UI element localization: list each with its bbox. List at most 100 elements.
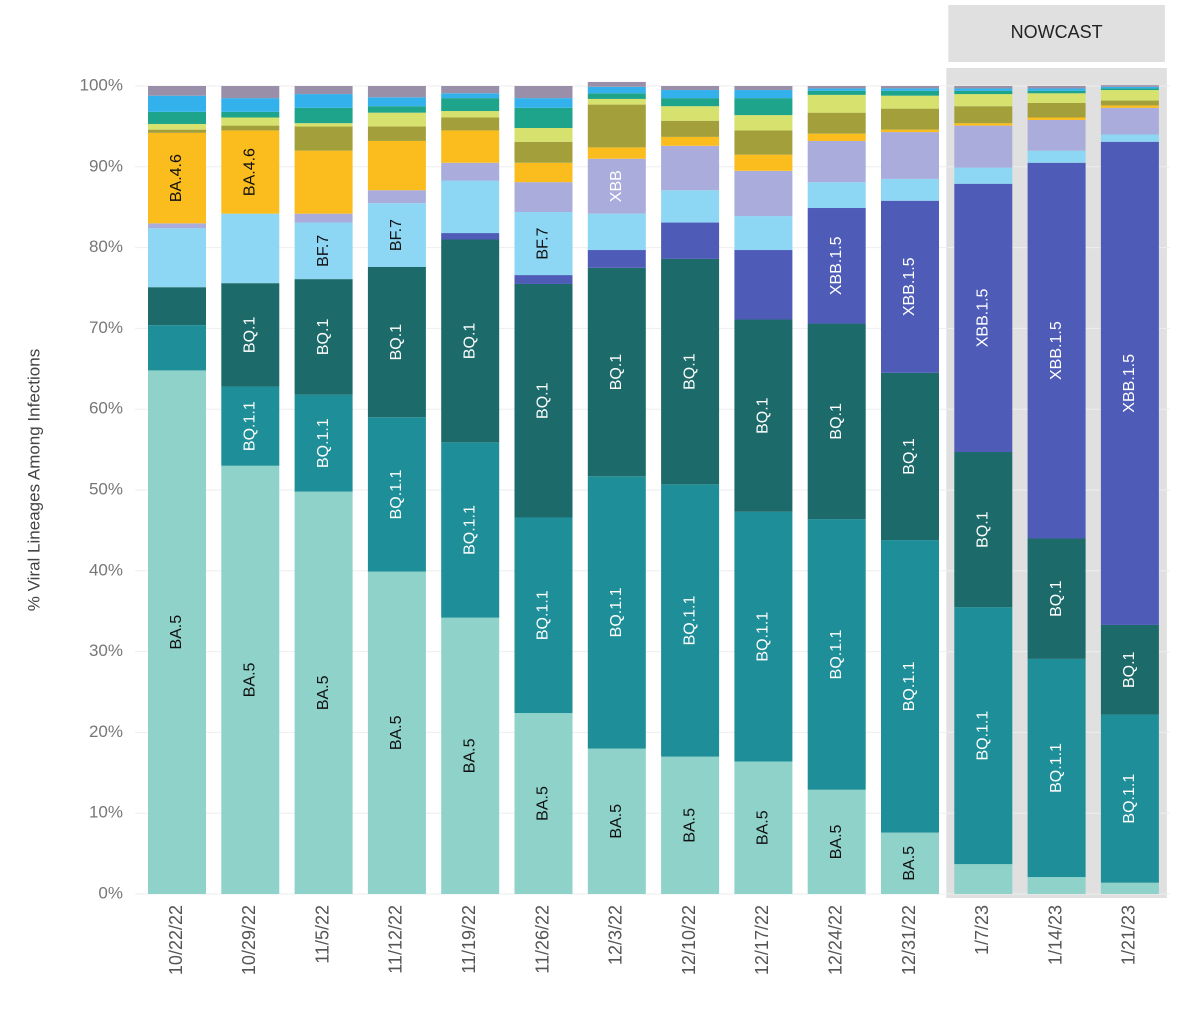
bar-segment — [1100, 714, 1159, 883]
bar-segment — [367, 126, 426, 141]
segment-label: BF.7 — [315, 235, 332, 267]
bar-segment — [661, 86, 720, 91]
bar-segment — [148, 129, 206, 133]
bar-segment — [734, 319, 793, 512]
bar-segment — [807, 323, 866, 520]
y-tick-label: 50% — [89, 479, 123, 498]
bar-segment — [1027, 86, 1086, 89]
bar-segment — [148, 86, 206, 96]
bar-segment — [514, 128, 573, 142]
bar-segment — [294, 491, 353, 894]
segment-label: BQ.1.1 — [1048, 743, 1065, 793]
bar-segment — [807, 112, 866, 134]
bar-segment — [294, 123, 353, 127]
bar-segment — [881, 129, 939, 133]
segment-label: BQ.1.1 — [535, 590, 552, 640]
bar-segment — [367, 112, 426, 127]
y-tick-label: 60% — [89, 399, 123, 418]
bar-segment — [734, 761, 793, 894]
bar-segment — [514, 713, 573, 894]
segment-label: BA.5 — [168, 615, 185, 650]
y-tick-label: 20% — [89, 722, 123, 741]
bar-segment — [514, 517, 573, 714]
bar-segment — [1100, 85, 1159, 87]
segment-label: BQ.1 — [461, 323, 478, 360]
x-tick-label: 11/5/22 — [312, 905, 332, 964]
bar-segment — [367, 203, 426, 267]
bar-segment — [148, 325, 206, 371]
bar-segment — [441, 233, 500, 240]
bar-segment — [954, 607, 1013, 865]
bar-segment — [441, 162, 500, 181]
bar-segment — [1100, 86, 1159, 89]
bar-segment — [294, 86, 353, 95]
segment-label: BQ.1.1 — [242, 401, 259, 451]
bar-segment — [514, 182, 573, 213]
bar-segment — [1100, 624, 1159, 715]
segment-label: XBB — [608, 170, 625, 202]
segment-label: BQ.1.1 — [828, 629, 845, 679]
bar-segment — [734, 216, 793, 251]
bar-segment — [441, 117, 500, 131]
bar-segment — [1100, 88, 1159, 91]
x-tick-label: 1/14/23 — [1045, 905, 1065, 965]
bar-segment — [587, 267, 646, 477]
segment-label: BF.7 — [388, 219, 405, 251]
segment-label: BA.5 — [315, 675, 332, 710]
bar-segment — [367, 190, 426, 204]
bar-segment — [954, 183, 1013, 453]
x-tick-label: 12/10/22 — [679, 905, 699, 975]
bar-segment — [587, 158, 646, 214]
bar-segment — [221, 213, 280, 284]
x-tick-label: 10/22/22 — [166, 905, 186, 975]
bar-segment — [734, 90, 793, 99]
bar-segment — [514, 283, 573, 518]
bar-segment — [367, 106, 426, 113]
bar-segment — [367, 266, 426, 418]
y-tick-label: 70% — [89, 318, 123, 337]
x-tick-label: 1/7/23 — [972, 905, 992, 955]
bar-segment — [1027, 90, 1086, 94]
bar-segment — [807, 94, 866, 113]
bar-segment — [148, 132, 206, 224]
segment-label: BA.5 — [461, 738, 478, 773]
bar-segment — [807, 140, 866, 183]
bar-segment — [367, 417, 426, 572]
bar-segment — [661, 258, 720, 485]
bar-segment — [514, 107, 573, 129]
bar-segment — [221, 386, 280, 466]
bar-segment — [1027, 150, 1086, 163]
bar-segment — [1027, 117, 1086, 120]
bar-segment — [514, 141, 573, 163]
x-tick-label: 12/3/22 — [606, 905, 626, 965]
bar-segment — [221, 283, 280, 387]
bar-segment — [294, 94, 353, 108]
bar-segment — [661, 484, 720, 757]
bar-segment — [221, 465, 280, 894]
bar-segment — [221, 117, 280, 126]
bar-segment — [661, 98, 720, 107]
bar-segment — [954, 452, 1013, 608]
bar-segment — [954, 90, 1013, 95]
bar-segment — [954, 167, 1013, 184]
bar-segment — [807, 88, 866, 91]
bar-segment — [294, 394, 353, 492]
y-tick-label: 100% — [80, 75, 123, 94]
segment-label: BF.7 — [535, 227, 552, 259]
segment-label: BQ.1.1 — [1121, 774, 1138, 824]
segment-label: BQ.1 — [1048, 580, 1065, 617]
bar-segment — [954, 86, 1013, 89]
bar-segment — [734, 98, 793, 116]
bar-segment — [734, 154, 793, 171]
segment-label: BQ.1 — [1121, 651, 1138, 688]
bar-segment — [587, 213, 646, 251]
bar-segment — [367, 97, 426, 107]
bar-segment — [221, 111, 280, 118]
bar-segment — [441, 86, 500, 94]
bar-segment — [514, 162, 573, 183]
bar-segment — [1100, 141, 1159, 625]
bar-segment — [441, 98, 500, 112]
bar-segment — [661, 190, 720, 223]
bar-segment — [807, 182, 866, 209]
